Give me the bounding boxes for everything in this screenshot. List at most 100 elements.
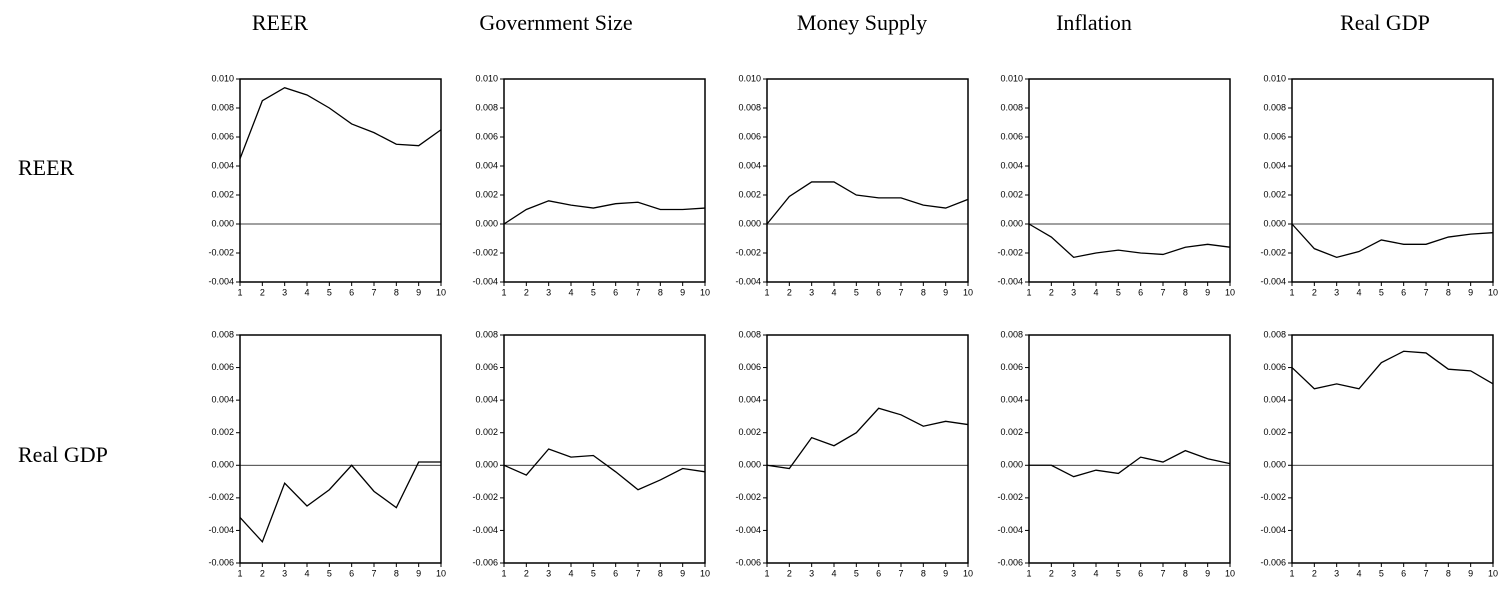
x-tick-label: 9 (1205, 287, 1210, 297)
plot-frame (766, 334, 969, 564)
y-tick-label: 0.000 (211, 218, 234, 228)
x-tick-label: 4 (1356, 287, 1361, 297)
y-tick-label: 0.006 (738, 131, 761, 141)
x-tick-label: 5 (1379, 568, 1384, 578)
y-tick-label: 0.004 (475, 395, 498, 405)
y-tick-label: -0.002 (472, 247, 498, 257)
y-tick-label: 0.006 (1000, 131, 1023, 141)
y-tick-label: -0.004 (997, 276, 1023, 286)
y-tick-label: -0.006 (1260, 557, 1286, 567)
x-tick-label: 4 (304, 287, 309, 297)
y-tick-label: 0.006 (475, 131, 498, 141)
y-tick-label: -0.004 (472, 276, 498, 286)
y-tick-label: 0.008 (211, 102, 234, 112)
y-tick-label: 0.002 (211, 427, 234, 437)
x-tick-label: 6 (613, 287, 618, 297)
x-tick-label: 2 (1049, 568, 1054, 578)
x-tick-label: 7 (635, 568, 640, 578)
y-tick-label: 0.002 (1263, 189, 1286, 199)
y-tick-label: 0.008 (211, 329, 234, 339)
response-line (766, 407, 969, 470)
y-tick-label: 0.006 (211, 131, 234, 141)
y-tick-label: 0.010 (1000, 73, 1023, 83)
x-tick-label: 9 (943, 287, 948, 297)
x-tick-label: 4 (831, 568, 836, 578)
y-tick-label: -0.004 (735, 525, 761, 535)
y-tick-label: 0.000 (738, 218, 761, 228)
x-tick-label: 7 (898, 287, 903, 297)
plot-frame (1028, 78, 1231, 283)
x-tick-label: 1 (501, 287, 506, 297)
x-tick-label: 3 (1334, 568, 1339, 578)
y-tick-label: 0.000 (475, 460, 498, 470)
y-tick-label: -0.006 (472, 557, 498, 567)
x-tick-label: 7 (898, 568, 903, 578)
y-tick-label: -0.004 (1260, 276, 1286, 286)
y-tick-label: -0.002 (1260, 247, 1286, 257)
x-tick-label: 1 (1026, 568, 1031, 578)
x-tick-label: 9 (1468, 287, 1473, 297)
y-tick-label: 0.000 (1263, 218, 1286, 228)
x-tick-label: 7 (635, 287, 640, 297)
response-line (239, 86, 442, 159)
x-tick-label: 8 (658, 568, 663, 578)
x-tick-label: 2 (787, 287, 792, 297)
response-line (1029, 449, 1231, 478)
x-tick-label: 6 (876, 568, 881, 578)
x-tick-label: 1 (1289, 287, 1294, 297)
y-tick-label: 0.002 (738, 427, 761, 437)
x-tick-label: 9 (1468, 568, 1473, 578)
plot-frame (766, 78, 969, 283)
y-tick-label: -0.002 (735, 247, 761, 257)
x-tick-label: 10 (700, 287, 710, 297)
y-tick-label: 0.006 (211, 362, 234, 372)
x-tick-label: 3 (546, 568, 551, 578)
x-tick-label: 1 (501, 568, 506, 578)
y-tick-label: 0.006 (1000, 362, 1023, 372)
x-tick-label: 1 (1289, 568, 1294, 578)
x-tick-label: 5 (1116, 568, 1121, 578)
x-tick-label: 2 (260, 568, 265, 578)
y-tick-label: 0.008 (1000, 329, 1023, 339)
column-title: Government Size (479, 10, 632, 35)
y-tick-label: -0.002 (1260, 492, 1286, 502)
y-tick-label: 0.000 (1263, 460, 1286, 470)
y-tick-label: 0.002 (1000, 189, 1023, 199)
response-line (239, 461, 441, 544)
y-tick-label: 0.006 (1263, 131, 1286, 141)
y-tick-label: 0.008 (1263, 329, 1286, 339)
plot-frame (1291, 78, 1494, 283)
y-tick-label: 0.004 (1263, 395, 1286, 405)
y-tick-label: -0.006 (208, 557, 234, 567)
y-tick-label: 0.000 (1000, 218, 1023, 228)
plot-frame (239, 78, 442, 283)
y-tick-label: 0.008 (738, 329, 761, 339)
x-tick-label: 1 (764, 568, 769, 578)
x-tick-label: 8 (1183, 568, 1188, 578)
x-tick-label: 3 (282, 287, 287, 297)
x-tick-label: 4 (304, 568, 309, 578)
column-title: Money Supply (797, 10, 927, 35)
x-tick-label: 4 (568, 287, 573, 297)
y-tick-label: 0.010 (738, 73, 761, 83)
plot-frame (503, 334, 706, 564)
x-tick-label: 3 (546, 287, 551, 297)
x-tick-label: 6 (1401, 568, 1406, 578)
x-tick-label: 2 (260, 287, 265, 297)
y-tick-label: 0.000 (1000, 460, 1023, 470)
y-tick-label: -0.004 (208, 276, 234, 286)
x-tick-label: 5 (1379, 287, 1384, 297)
x-tick-label: 10 (1225, 287, 1235, 297)
x-tick-label: 9 (1205, 568, 1210, 578)
response-line (503, 448, 706, 491)
y-tick-label: -0.004 (997, 525, 1023, 535)
x-tick-label: 4 (1093, 287, 1098, 297)
x-tick-label: 6 (349, 287, 354, 297)
x-tick-label: 10 (1488, 287, 1498, 297)
y-tick-label: -0.004 (735, 276, 761, 286)
x-tick-label: 6 (613, 568, 618, 578)
y-tick-label: -0.006 (735, 557, 761, 567)
x-tick-label: 8 (658, 287, 663, 297)
x-tick-label: 10 (963, 568, 973, 578)
